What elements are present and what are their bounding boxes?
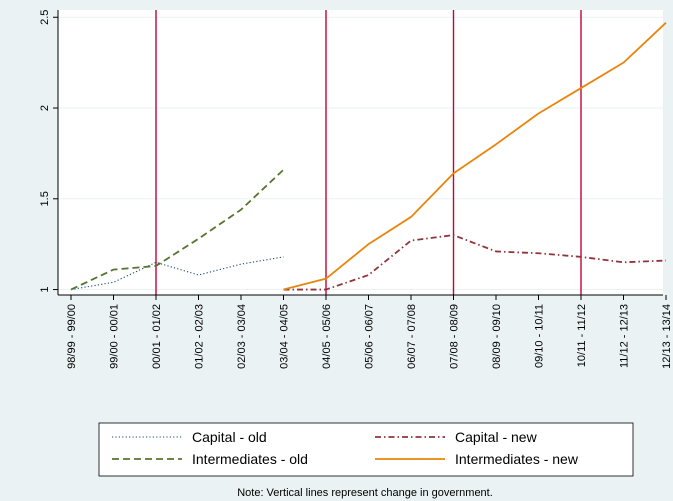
government-change-lines [155,10,582,295]
x-tick-label: 00/01 - 01/02 [151,304,163,369]
legend-items: Capital - old Capital - new Intermediates … [112,429,579,467]
axes: 1 1.5 2 2.5 98/99 - 99/00 99/00 - 00/01 00/01 … [39,10,673,369]
x-tick-label: 09/10 - 10/11 [534,304,546,368]
legend-label: Intermediates - old [192,451,308,467]
legend-label: Capital - new [455,429,538,445]
grid [58,16,663,291]
x-tick-label: 05/06 - 06/07 [364,304,376,369]
x-tick-label: 98/99 - 99/00 [66,304,78,369]
legend-label: Intermediates - new [455,451,579,467]
legend-label: Capital - old [192,429,267,445]
x-tick-label: 12/13 - 13/14 [661,304,673,369]
series-line [283,234,667,291]
x-tick-label: 02/03 - 03/04 [236,304,248,369]
plot-area [58,10,663,295]
legend: Capital - old Capital - new Intermediates … [98,422,634,477]
x-tick-label: 07/08 - 08/09 [449,304,461,369]
y-tick-label: 1 [39,286,51,292]
y-tick-label: 2 [39,105,51,111]
series-line [70,256,284,291]
x-tick-label: 08/09 - 09/10 [491,304,503,369]
series-line [70,169,285,291]
y-tick-label: 2.5 [39,10,51,25]
x-tick-label: 99/00 - 00/01 [109,304,121,369]
x-tick-label: 10/11 - 11/12 [576,304,588,367]
x-tick-label: 04/05 - 05/06 [321,304,333,369]
series-line [283,22,667,291]
x-tick-label: 11/12 - 12/13 [619,304,631,368]
x-tick-label: 03/04 - 04/05 [279,304,291,369]
legend-box [98,422,634,477]
series-lines [70,22,667,291]
chart-note: Note: Vertical lines represent change in… [237,487,493,499]
x-tick-label: 06/07 - 07/08 [406,304,418,369]
x-tick-label: 01/02 - 02/03 [194,304,206,369]
y-tick-label: 1.5 [39,191,51,206]
